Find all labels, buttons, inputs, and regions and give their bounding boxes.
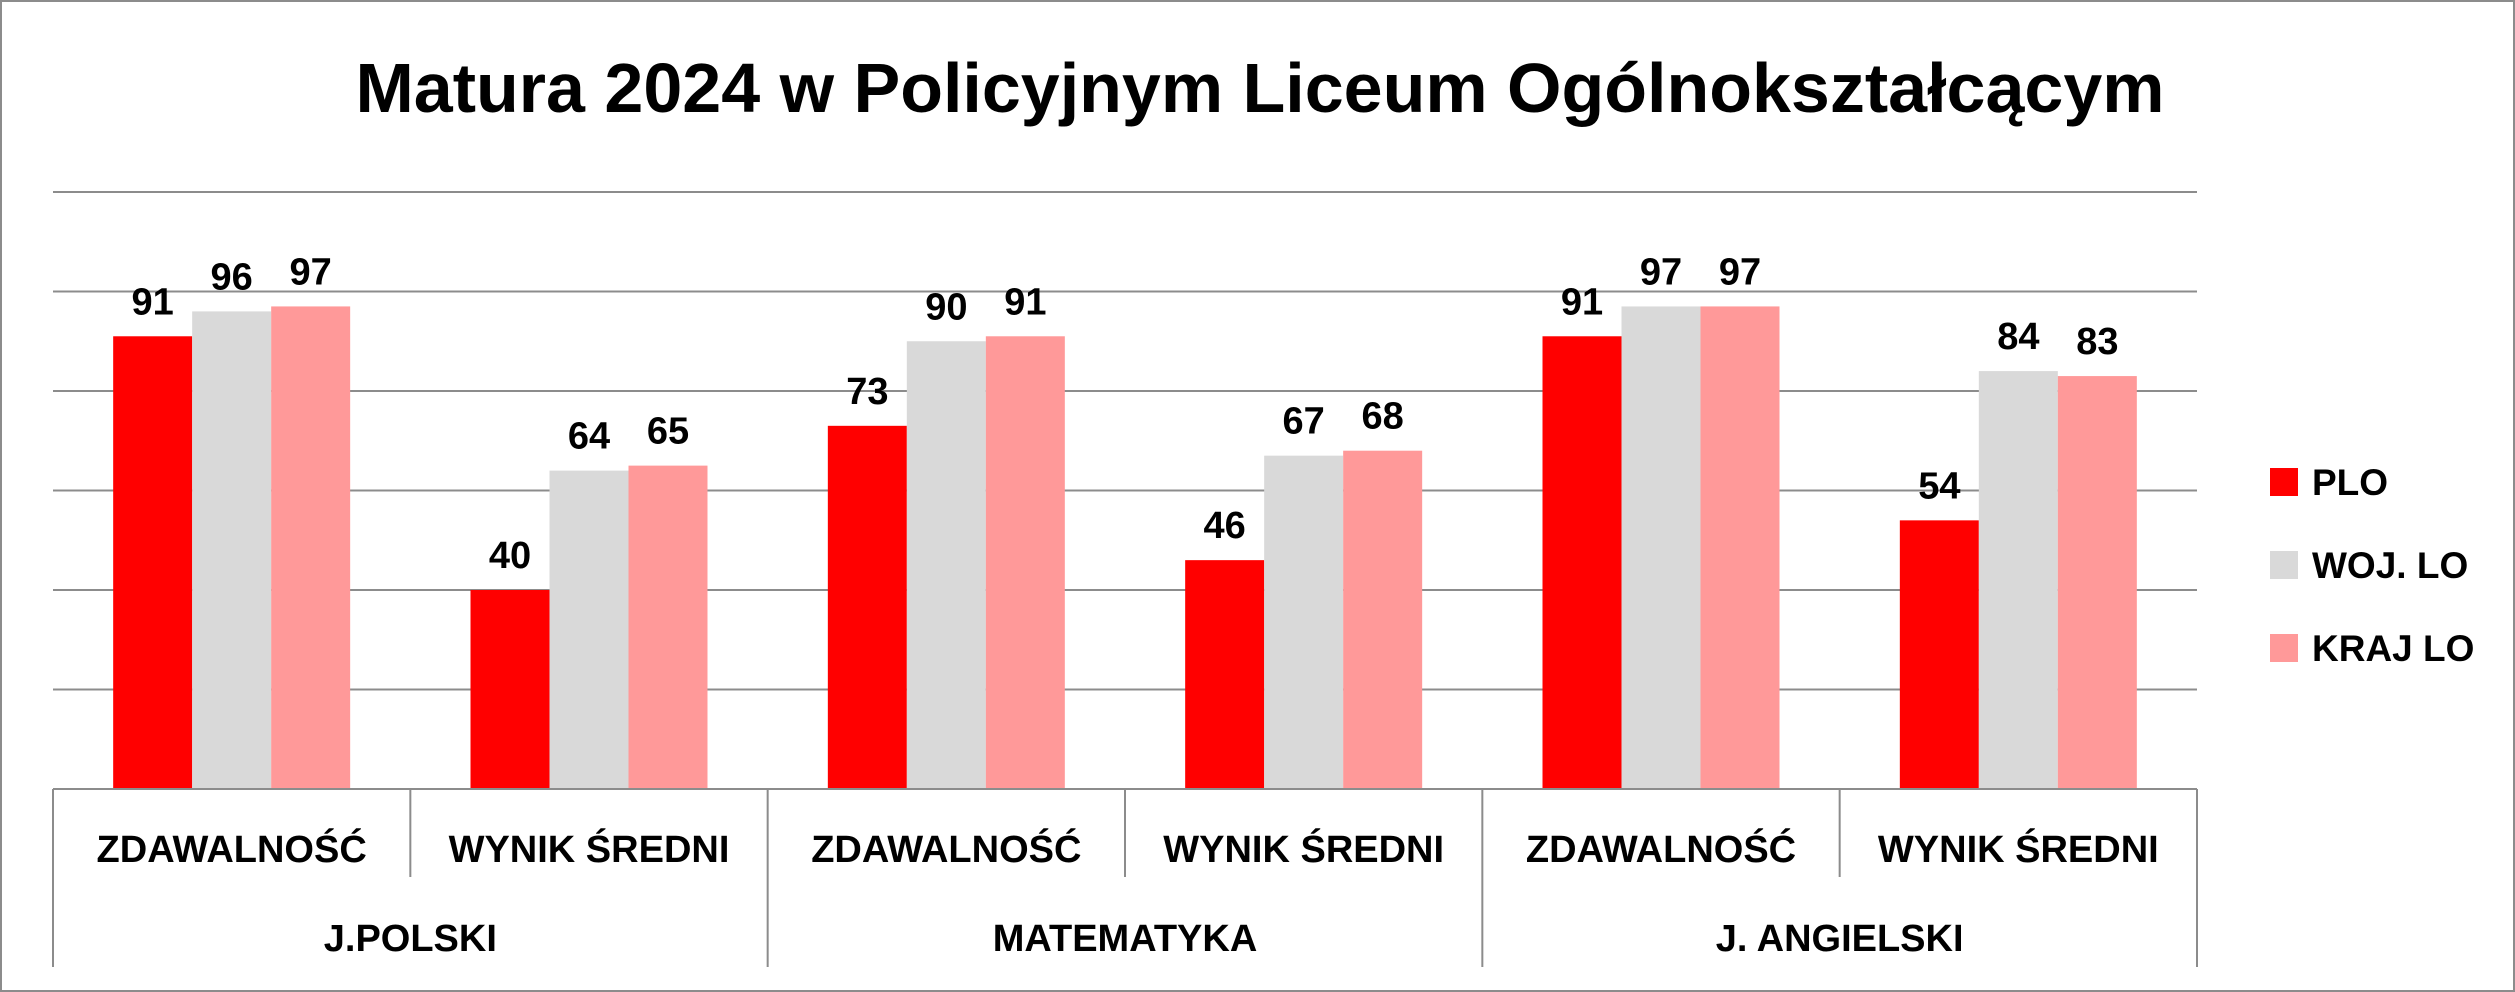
category-tick-label: WYNIK ŚREDNI <box>1878 827 2159 871</box>
data-label: 91 <box>1561 281 1603 323</box>
data-label: 46 <box>1204 505 1246 547</box>
legend-swatch <box>2270 634 2298 662</box>
value-labels: 91 96 97 40 64 65 73 90 91 46 67 68 91 97 97 54 84 83 <box>132 251 2119 577</box>
bar <box>1899 520 1979 789</box>
data-label: 67 <box>1283 401 1325 443</box>
data-label: 73 <box>846 371 888 413</box>
bar <box>1700 306 1780 789</box>
data-label: 40 <box>489 535 531 577</box>
gridlines <box>53 191 2197 691</box>
category-tick-label: WYNIK ŚREDNI <box>1163 827 1444 871</box>
data-label: 83 <box>2076 321 2118 363</box>
bar <box>1542 336 1622 789</box>
legend-label: WOJ. LO <box>2312 545 2468 586</box>
data-label: 97 <box>1640 251 1682 293</box>
data-label: 64 <box>568 416 610 458</box>
data-label: 96 <box>211 256 253 298</box>
bar <box>827 425 907 789</box>
data-label: 68 <box>1362 396 1404 438</box>
legend-label: PLO <box>2312 462 2388 503</box>
bar <box>1185 560 1265 789</box>
bar <box>906 341 986 789</box>
bar <box>2057 376 2137 789</box>
group-tick-label: MATEMATYKA <box>993 918 1258 960</box>
bar <box>549 470 629 789</box>
bars <box>113 306 2137 789</box>
group-tick-label: J.POLSKI <box>324 918 497 960</box>
data-label: 84 <box>1997 316 2039 358</box>
data-label: 54 <box>1918 465 1960 507</box>
bar <box>113 336 193 789</box>
group-tick-label: J. ANGIELSKI <box>1716 918 1964 960</box>
category-tick-label: ZDAWALNOŚĆ <box>97 827 367 871</box>
bar <box>1621 306 1701 789</box>
bar <box>985 336 1065 789</box>
bar <box>271 306 351 789</box>
bar <box>192 311 272 789</box>
category-tick-label: WYNIK ŚREDNI <box>449 827 730 871</box>
legend: PLO WOJ. LO KRAJ LO <box>2270 462 2474 669</box>
data-label: 97 <box>1719 251 1761 293</box>
bar <box>1978 371 2058 789</box>
legend-label: KRAJ LO <box>2312 628 2474 669</box>
bar <box>1343 450 1423 789</box>
data-label: 97 <box>290 251 332 293</box>
chart-title: Matura 2024 w Policyjnym Liceum Ogólnoks… <box>356 49 2165 127</box>
bar <box>628 465 708 789</box>
category-axis: ZDAWALNOŚĆ WYNIK ŚREDNI ZDAWALNOŚĆ WYNIK ŚR… <box>52 788 2198 967</box>
category-tick-label: ZDAWALNOŚĆ <box>1526 827 1796 871</box>
legend-swatch <box>2270 468 2298 496</box>
data-label: 91 <box>132 281 174 323</box>
data-label: 65 <box>647 411 689 453</box>
bar <box>1264 455 1344 789</box>
bar <box>470 590 550 789</box>
data-label: 91 <box>1004 281 1046 323</box>
data-label: 90 <box>925 286 967 328</box>
category-tick-label: ZDAWALNOŚĆ <box>811 827 1081 871</box>
legend-swatch <box>2270 551 2298 579</box>
